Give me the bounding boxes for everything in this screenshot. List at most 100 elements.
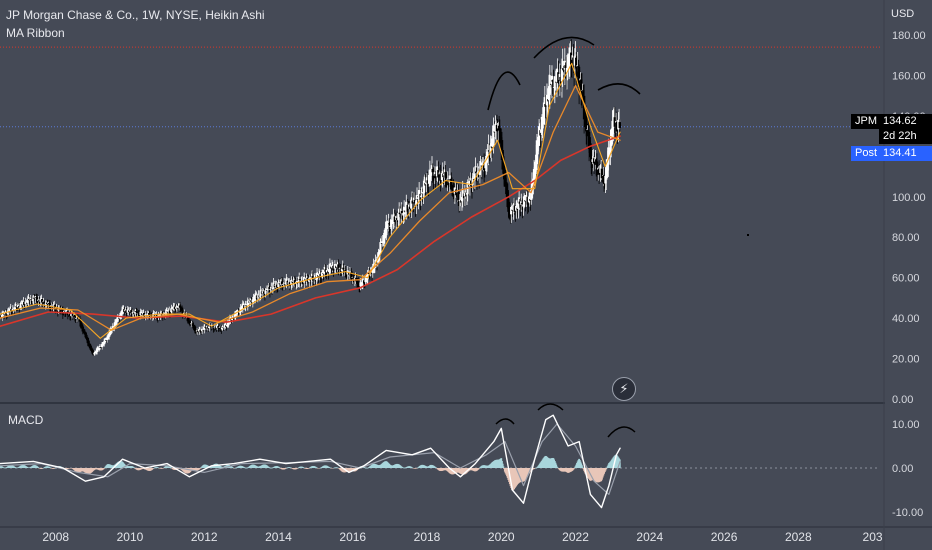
macd-histogram-bar <box>555 464 558 468</box>
candle-body <box>429 173 432 175</box>
candle-body <box>18 306 22 308</box>
candle-body <box>100 347 103 348</box>
macd-histogram-bar <box>151 468 154 470</box>
macd-histogram-bar <box>502 466 505 468</box>
annotation-dot <box>747 234 749 236</box>
candle-body <box>364 277 367 283</box>
macd-histogram-bar <box>278 467 281 468</box>
price-axis-tick-label: 80.00 <box>892 232 920 244</box>
macd-histogram-bar <box>336 467 339 469</box>
price-axis-tick-label: 180.00 <box>892 30 926 42</box>
candle-body <box>243 306 247 308</box>
candle-body <box>197 331 200 333</box>
candle-body <box>336 263 339 266</box>
macd-histogram-bar <box>315 467 318 468</box>
candle-body <box>36 299 40 303</box>
candle-body <box>404 209 407 211</box>
candle-body <box>403 210 407 212</box>
candle-body <box>322 273 325 275</box>
macd-histogram-bar <box>302 467 305 468</box>
candle-body <box>423 179 427 187</box>
candle-body <box>608 152 612 154</box>
candle-body <box>330 265 334 268</box>
candle-body <box>294 281 297 287</box>
macd-axis-tick-label: -10.00 <box>892 507 923 519</box>
candle-body <box>202 329 205 331</box>
candle-body <box>455 189 458 196</box>
macd-histogram-bar <box>581 465 583 468</box>
candle-body <box>173 305 176 309</box>
time-axis-tick-label: 2018 <box>414 530 441 544</box>
candle-body <box>512 203 516 208</box>
candle-body <box>530 180 534 196</box>
candle-body <box>485 161 489 162</box>
candle-body <box>307 279 310 284</box>
time-axis-tick-label: 2020 <box>488 530 515 544</box>
macd-histogram-bar <box>103 468 106 469</box>
candle-body <box>122 308 125 310</box>
candle-body <box>317 273 321 276</box>
candle-body <box>314 278 317 282</box>
macd-histogram-bar <box>271 467 273 469</box>
candle-body <box>274 285 277 287</box>
candle-body <box>422 192 425 194</box>
ma-ribbon-fast-line <box>0 62 621 339</box>
macd-axis-tick-label: 0.00 <box>892 463 913 475</box>
macd-histogram-bar <box>133 467 136 469</box>
candle-body <box>367 272 371 275</box>
candle-body <box>187 318 190 323</box>
candle-body <box>225 324 229 327</box>
candle-body <box>447 182 451 184</box>
candle-body <box>248 301 252 303</box>
candle-body <box>552 87 556 88</box>
candle-body <box>223 326 226 328</box>
candle-body <box>382 235 385 243</box>
candle-body <box>265 290 269 291</box>
candle-body <box>510 206 513 215</box>
macd-histogram-bar <box>102 468 105 470</box>
macd-annotation-arc-3 <box>607 426 636 438</box>
candle-body <box>545 105 548 107</box>
candle-body <box>63 310 66 313</box>
candle-body <box>97 348 100 350</box>
ma-ribbon-mid-line <box>0 84 621 331</box>
candle-body <box>421 193 424 195</box>
candle-body <box>572 57 575 66</box>
time-axis-tick-label: 203 <box>863 530 883 544</box>
candle-body <box>159 313 162 317</box>
macd-histogram-bar <box>132 466 135 468</box>
macd-label[interactable]: MACD <box>8 413 44 427</box>
annotation-arc-2022 <box>533 36 595 59</box>
macd-histogram-bar <box>199 468 202 469</box>
currency-label: USD <box>891 8 915 20</box>
time-axis-tick-label: 2022 <box>562 530 589 544</box>
candle-body <box>568 47 572 63</box>
price-axis-tick-label: 100.00 <box>892 192 926 204</box>
candle-body <box>166 311 170 313</box>
macd-histogram-bar <box>604 468 607 471</box>
candle-body <box>291 281 294 283</box>
candle-body <box>95 351 98 353</box>
indicator-label[interactable]: MA Ribbon <box>6 26 65 40</box>
candle-body <box>358 286 362 287</box>
candle-body <box>559 76 562 81</box>
price-axis-tick-label: 40.00 <box>892 313 920 325</box>
lightning-icon[interactable]: ⚡ <box>612 377 636 401</box>
macd-histogram-bar <box>556 467 559 469</box>
macd-histogram-bar <box>556 466 558 468</box>
macd-annotation-arc-2 <box>537 403 564 411</box>
candle-body <box>433 172 437 176</box>
candle-body <box>569 50 572 55</box>
candle-body <box>220 328 223 331</box>
candle-body <box>75 318 78 319</box>
candle-body <box>399 213 402 215</box>
candle-body <box>514 208 517 213</box>
macd-histogram-bar <box>535 467 538 469</box>
candle-body <box>198 329 201 332</box>
macd-histogram-bar <box>37 467 40 468</box>
candle-body <box>233 318 236 319</box>
candle-body <box>304 278 307 281</box>
candle-body <box>246 300 249 306</box>
candle-body <box>469 177 472 184</box>
candle-body <box>215 325 219 328</box>
